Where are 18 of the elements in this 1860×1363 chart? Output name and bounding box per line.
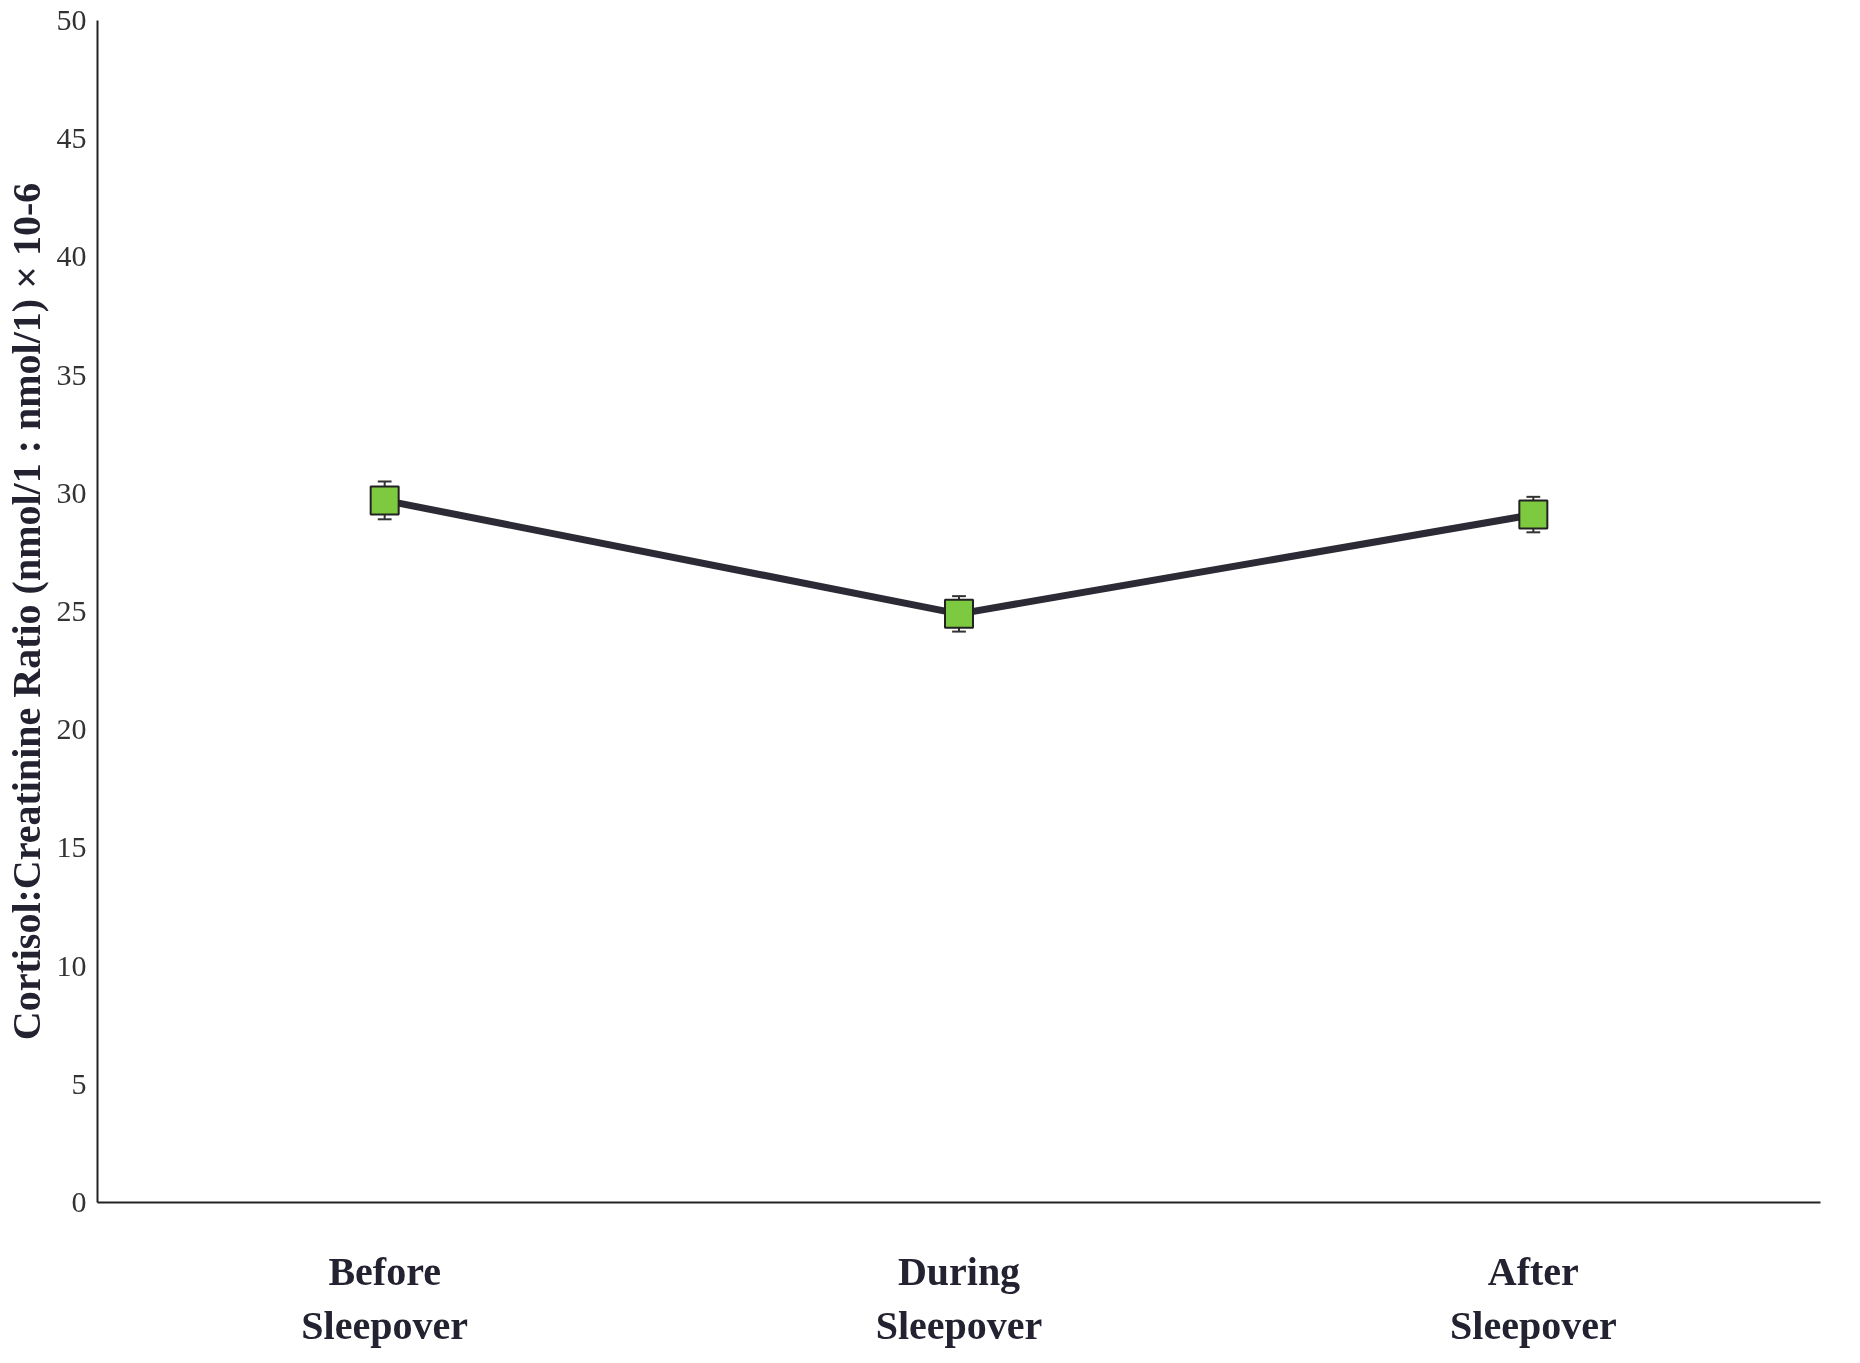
y-tick-label: 40 bbox=[56, 239, 87, 273]
y-tick-label: 0 bbox=[71, 1185, 87, 1218]
point bbox=[944, 598, 974, 629]
y-tick-label: 35 bbox=[56, 357, 87, 391]
y-axis-title: Cortisol:Creatinine Ratio (nmol/1 : nmol/1) × 10-6 bbox=[3, 182, 49, 1041]
y-tick-label: 50 bbox=[56, 3, 87, 36]
x-tick-label: Before Sleepover bbox=[301, 1248, 468, 1348]
y-tick-label: 5 bbox=[71, 1066, 87, 1100]
x-tick-label: During Sleepover bbox=[875, 1248, 1043, 1348]
y-tick-label: 15 bbox=[56, 830, 87, 864]
x-tick-label: After Sleepover bbox=[1450, 1248, 1617, 1348]
y-tick-label: 30 bbox=[56, 475, 87, 509]
point bbox=[1518, 499, 1549, 530]
y-tick-label: 25 bbox=[56, 594, 87, 627]
point bbox=[369, 485, 400, 516]
y-tick-label: 45 bbox=[56, 121, 87, 155]
y-tick-label: 10 bbox=[56, 948, 87, 982]
y-tick-label: 20 bbox=[56, 712, 87, 746]
